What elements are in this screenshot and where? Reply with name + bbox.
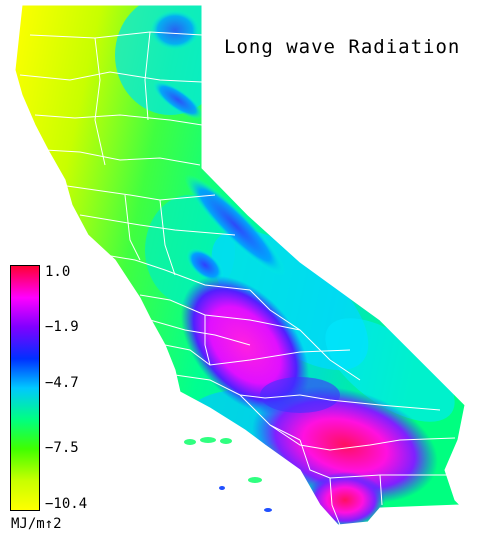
legend-tick-2: −1.9	[45, 319, 79, 335]
map-title: Long wave Radiation	[224, 36, 461, 58]
northeast-blue-patch	[150, 10, 200, 50]
county-boundaries	[14, 4, 466, 526]
legend-tick-3: −4.7	[45, 375, 79, 391]
legend-tick-min: −10.4	[45, 496, 88, 512]
tahoe-blue-patch	[186, 248, 224, 282]
legend-tick-4: −7.5	[45, 440, 79, 456]
color-scale-bar	[10, 265, 40, 511]
san-joaquin-hot-zone	[180, 275, 310, 415]
desert-cool-belt	[325, 318, 455, 422]
sierra-blue-streak	[184, 174, 286, 276]
state-outline	[14, 4, 466, 526]
channel-islands	[184, 437, 272, 512]
north-blue-streak	[152, 80, 204, 120]
legend-tick-max: 1.0	[45, 264, 71, 280]
legend-unit-label: MJ/m↑2	[11, 516, 62, 532]
